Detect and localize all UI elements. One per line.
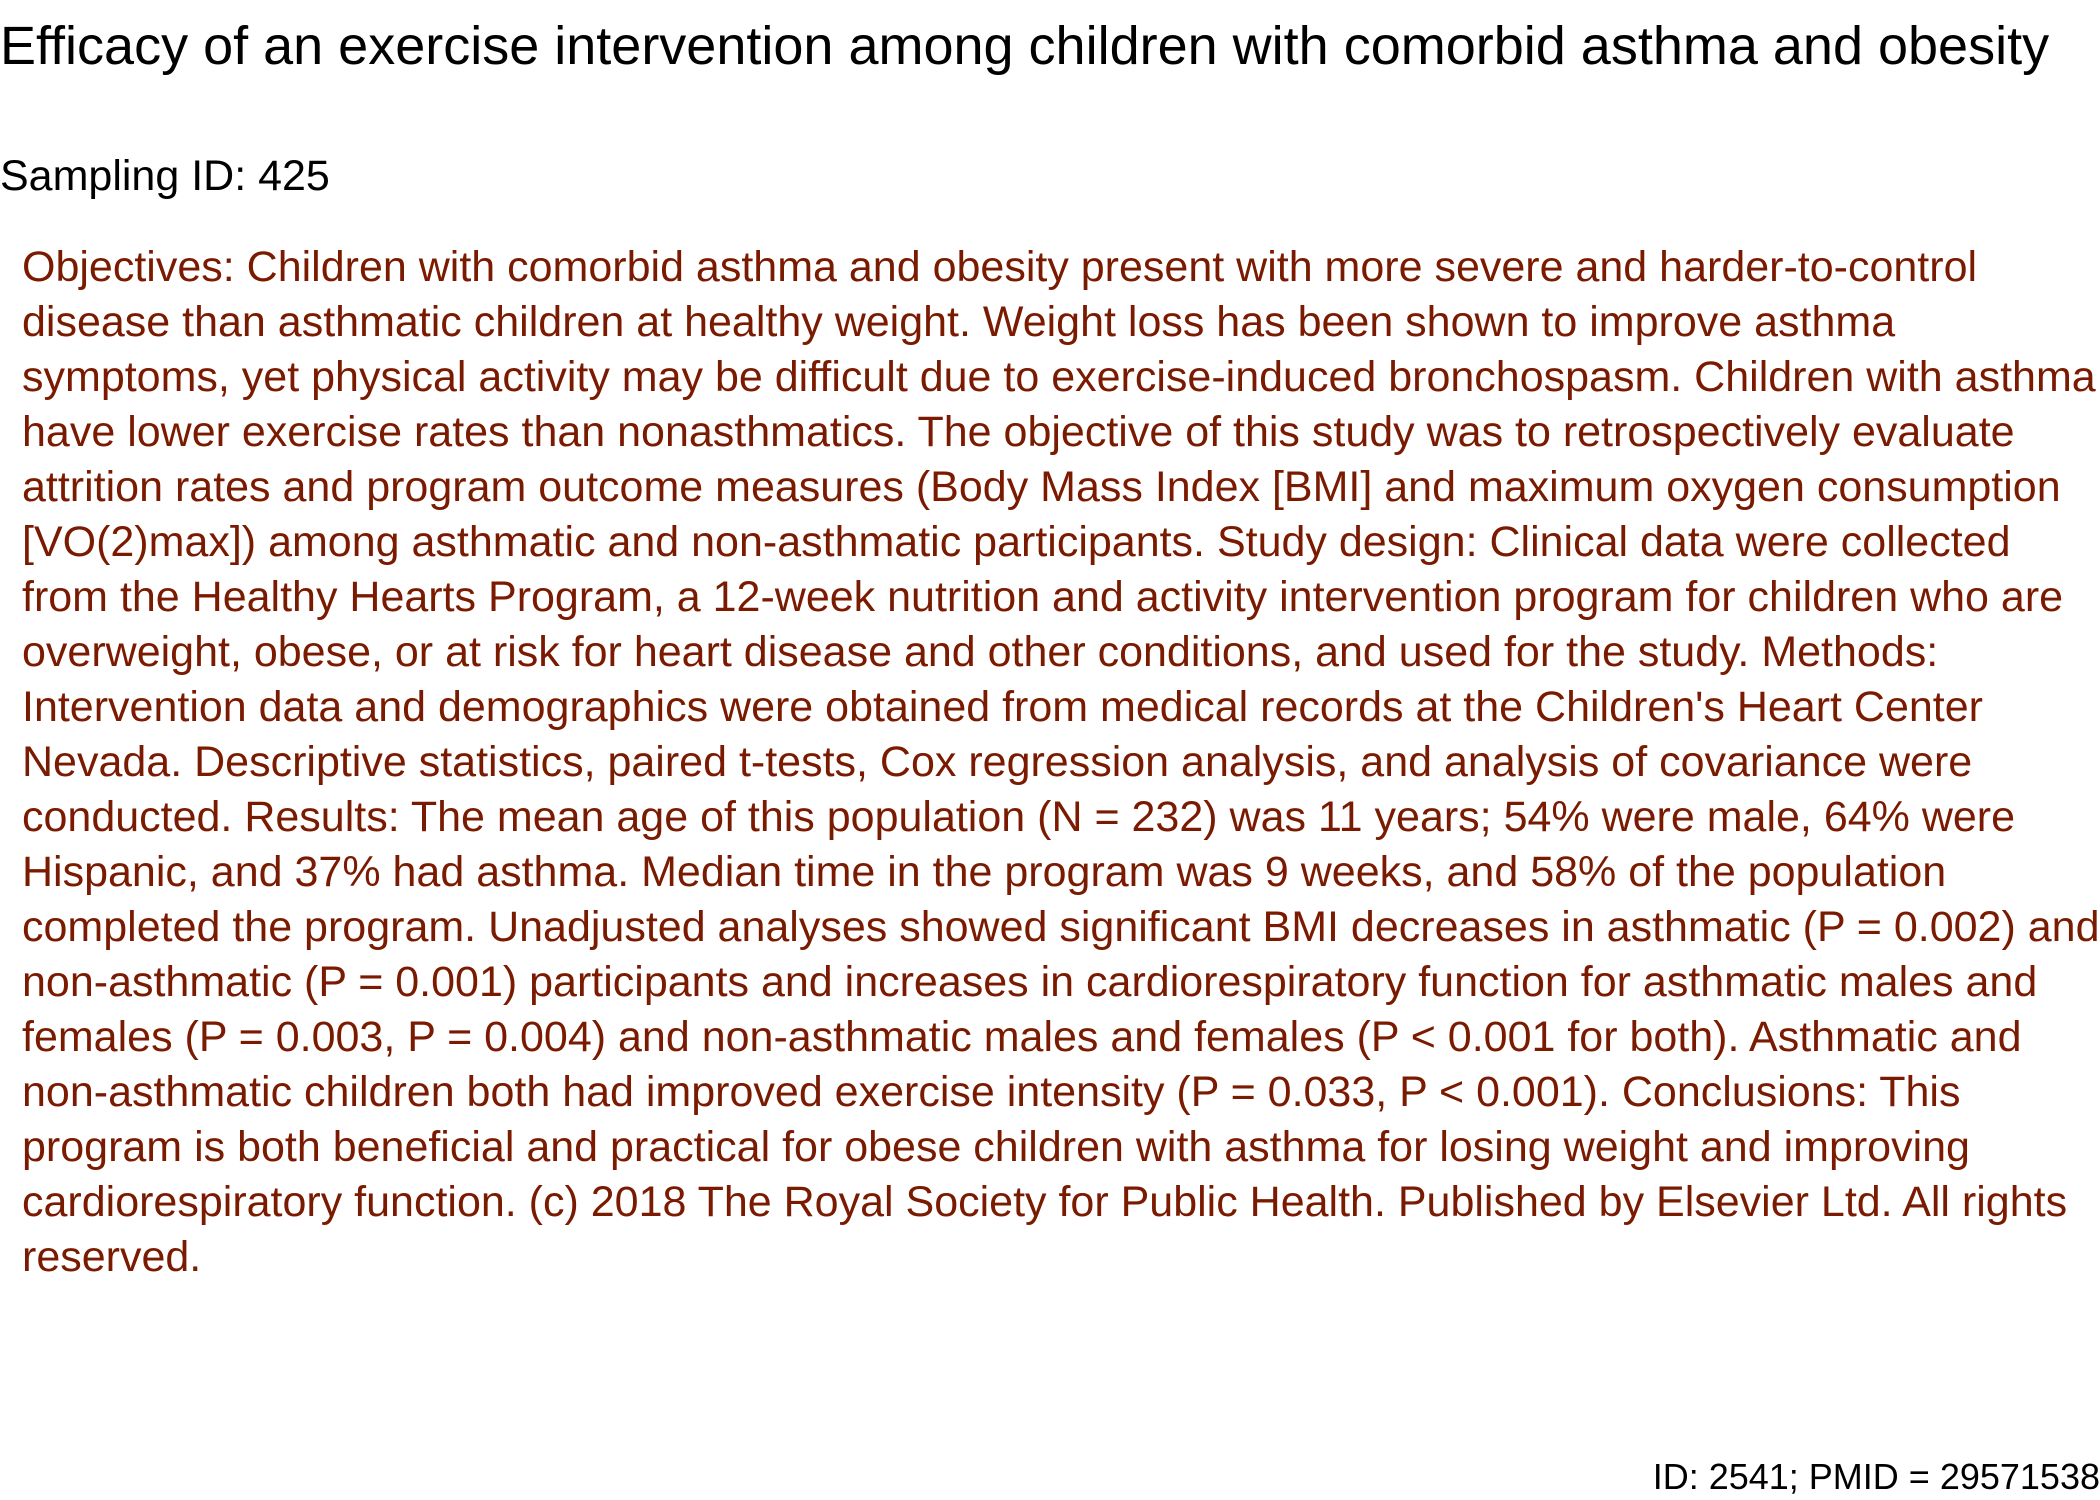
document-id-footer: ID: 2541; PMID = 29571538 <box>1652 1456 2100 1497</box>
sampling-id: Sampling ID: 425 <box>0 152 330 200</box>
abstract-text: Objectives: Children with comorbid asthm… <box>22 243 2100 1281</box>
page-title: Efficacy of an exercise intervention amo… <box>0 16 2050 76</box>
